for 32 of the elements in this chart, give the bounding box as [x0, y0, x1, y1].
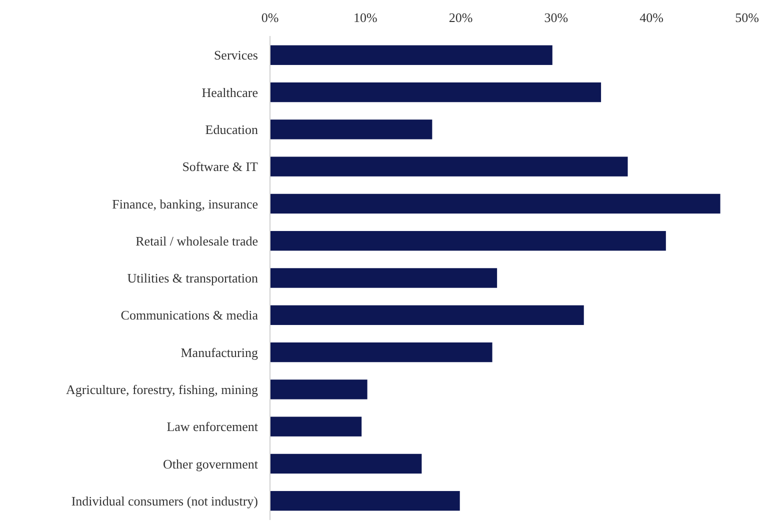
bar [270, 416, 362, 436]
bar [270, 305, 584, 325]
y-tick-label: Manufacturing [180, 344, 258, 360]
y-tick-label: Finance, banking, insurance [112, 196, 258, 212]
x-tick-label: 40% [640, 10, 664, 25]
x-tick-label: 20% [448, 10, 473, 25]
bar [270, 231, 666, 251]
bar [270, 380, 368, 400]
bar [270, 194, 720, 214]
bar [270, 268, 498, 288]
bar [270, 82, 602, 102]
x-tick-label: 0% [261, 10, 279, 25]
bar [270, 454, 422, 474]
y-tick-label: Agriculture, forestry, fishing, mining [66, 382, 258, 397]
y-tick-label: Services [214, 48, 258, 63]
y-tick-label: Law enforcement [166, 419, 258, 434]
y-tick-label: Individual consumers (not industry) [71, 493, 258, 508]
y-tick-label: Software & IT [182, 159, 258, 174]
y-tick-label: Retail / wholesale trade [136, 233, 258, 248]
bar [270, 342, 492, 362]
bar [270, 120, 432, 140]
y-tick-label: Utilities & transportation [127, 270, 258, 286]
y-tick-label: Communications & media [120, 308, 258, 323]
x-tick-label: 30% [544, 10, 568, 25]
bar [270, 156, 628, 176]
y-tick-label: Education [205, 122, 258, 137]
y-tick-label: Other government [163, 456, 258, 472]
x-tick-label: 50% [735, 10, 760, 25]
y-tick-label: Healthcare [202, 84, 258, 100]
x-tick-label: 10% [353, 10, 378, 25]
bar [270, 491, 460, 511]
bar [270, 45, 552, 65]
